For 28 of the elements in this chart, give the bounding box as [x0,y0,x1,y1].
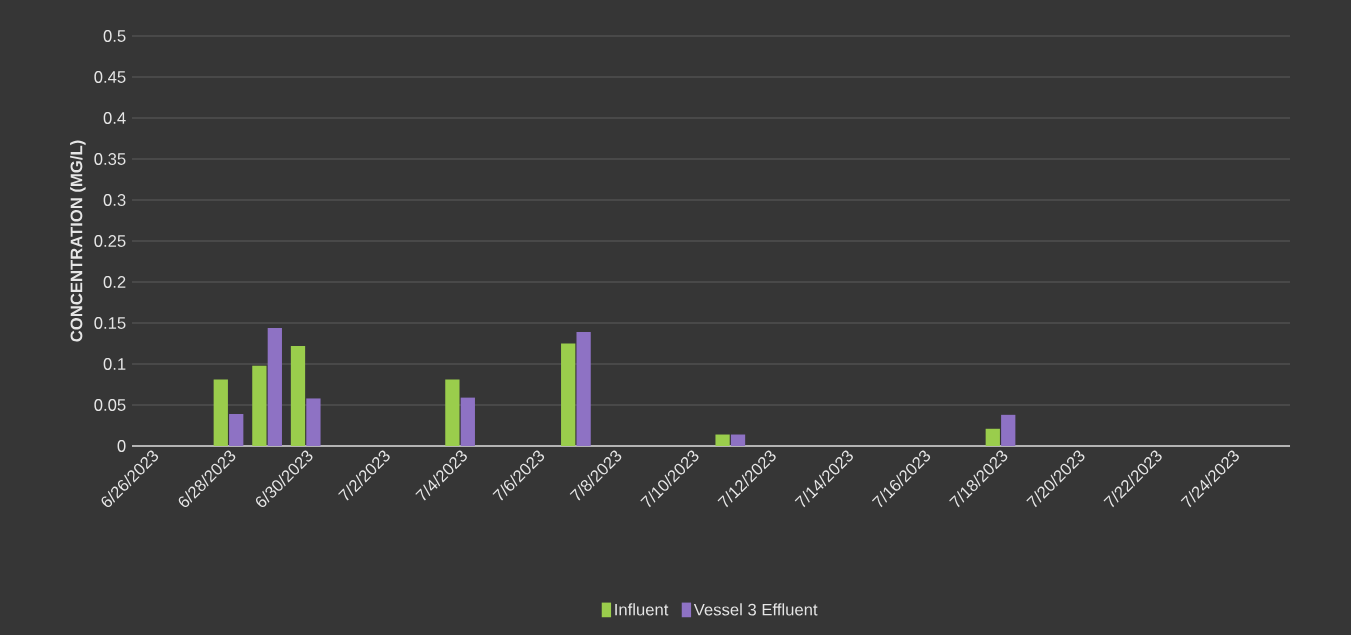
bar [715,434,730,446]
y-tick-label: 0.45 [94,71,126,83]
y-tick-label: 0.3 [103,194,126,206]
bar [460,397,475,446]
y-tick-label: 0.1 [103,358,126,370]
y-tick-label: 0 [117,440,126,452]
y-tick-label: 0.05 [94,399,126,411]
bar [213,379,228,446]
bar [306,398,321,446]
y-tick-label: 0.15 [94,317,126,329]
bar [445,379,460,446]
bar [252,365,267,446]
legend-label: Influent [615,603,669,616]
y-tick-label: 0.2 [103,276,126,288]
bar [229,414,244,446]
bar [561,343,576,446]
y-tick-label: 0.5 [103,30,126,42]
bar [576,332,591,446]
y-tick-label: 0.35 [94,153,126,165]
bar [985,428,1000,446]
y-tick-label: 0.4 [103,112,126,124]
bar [267,327,282,446]
y-tick-label: 0.25 [94,235,126,247]
bar [290,345,306,446]
legend-label: Vessel 3 Effluent [693,603,818,616]
y-axis-title: CONCENTRATION (MG/L) [70,140,86,342]
bar [730,434,746,446]
bar [1001,414,1016,446]
